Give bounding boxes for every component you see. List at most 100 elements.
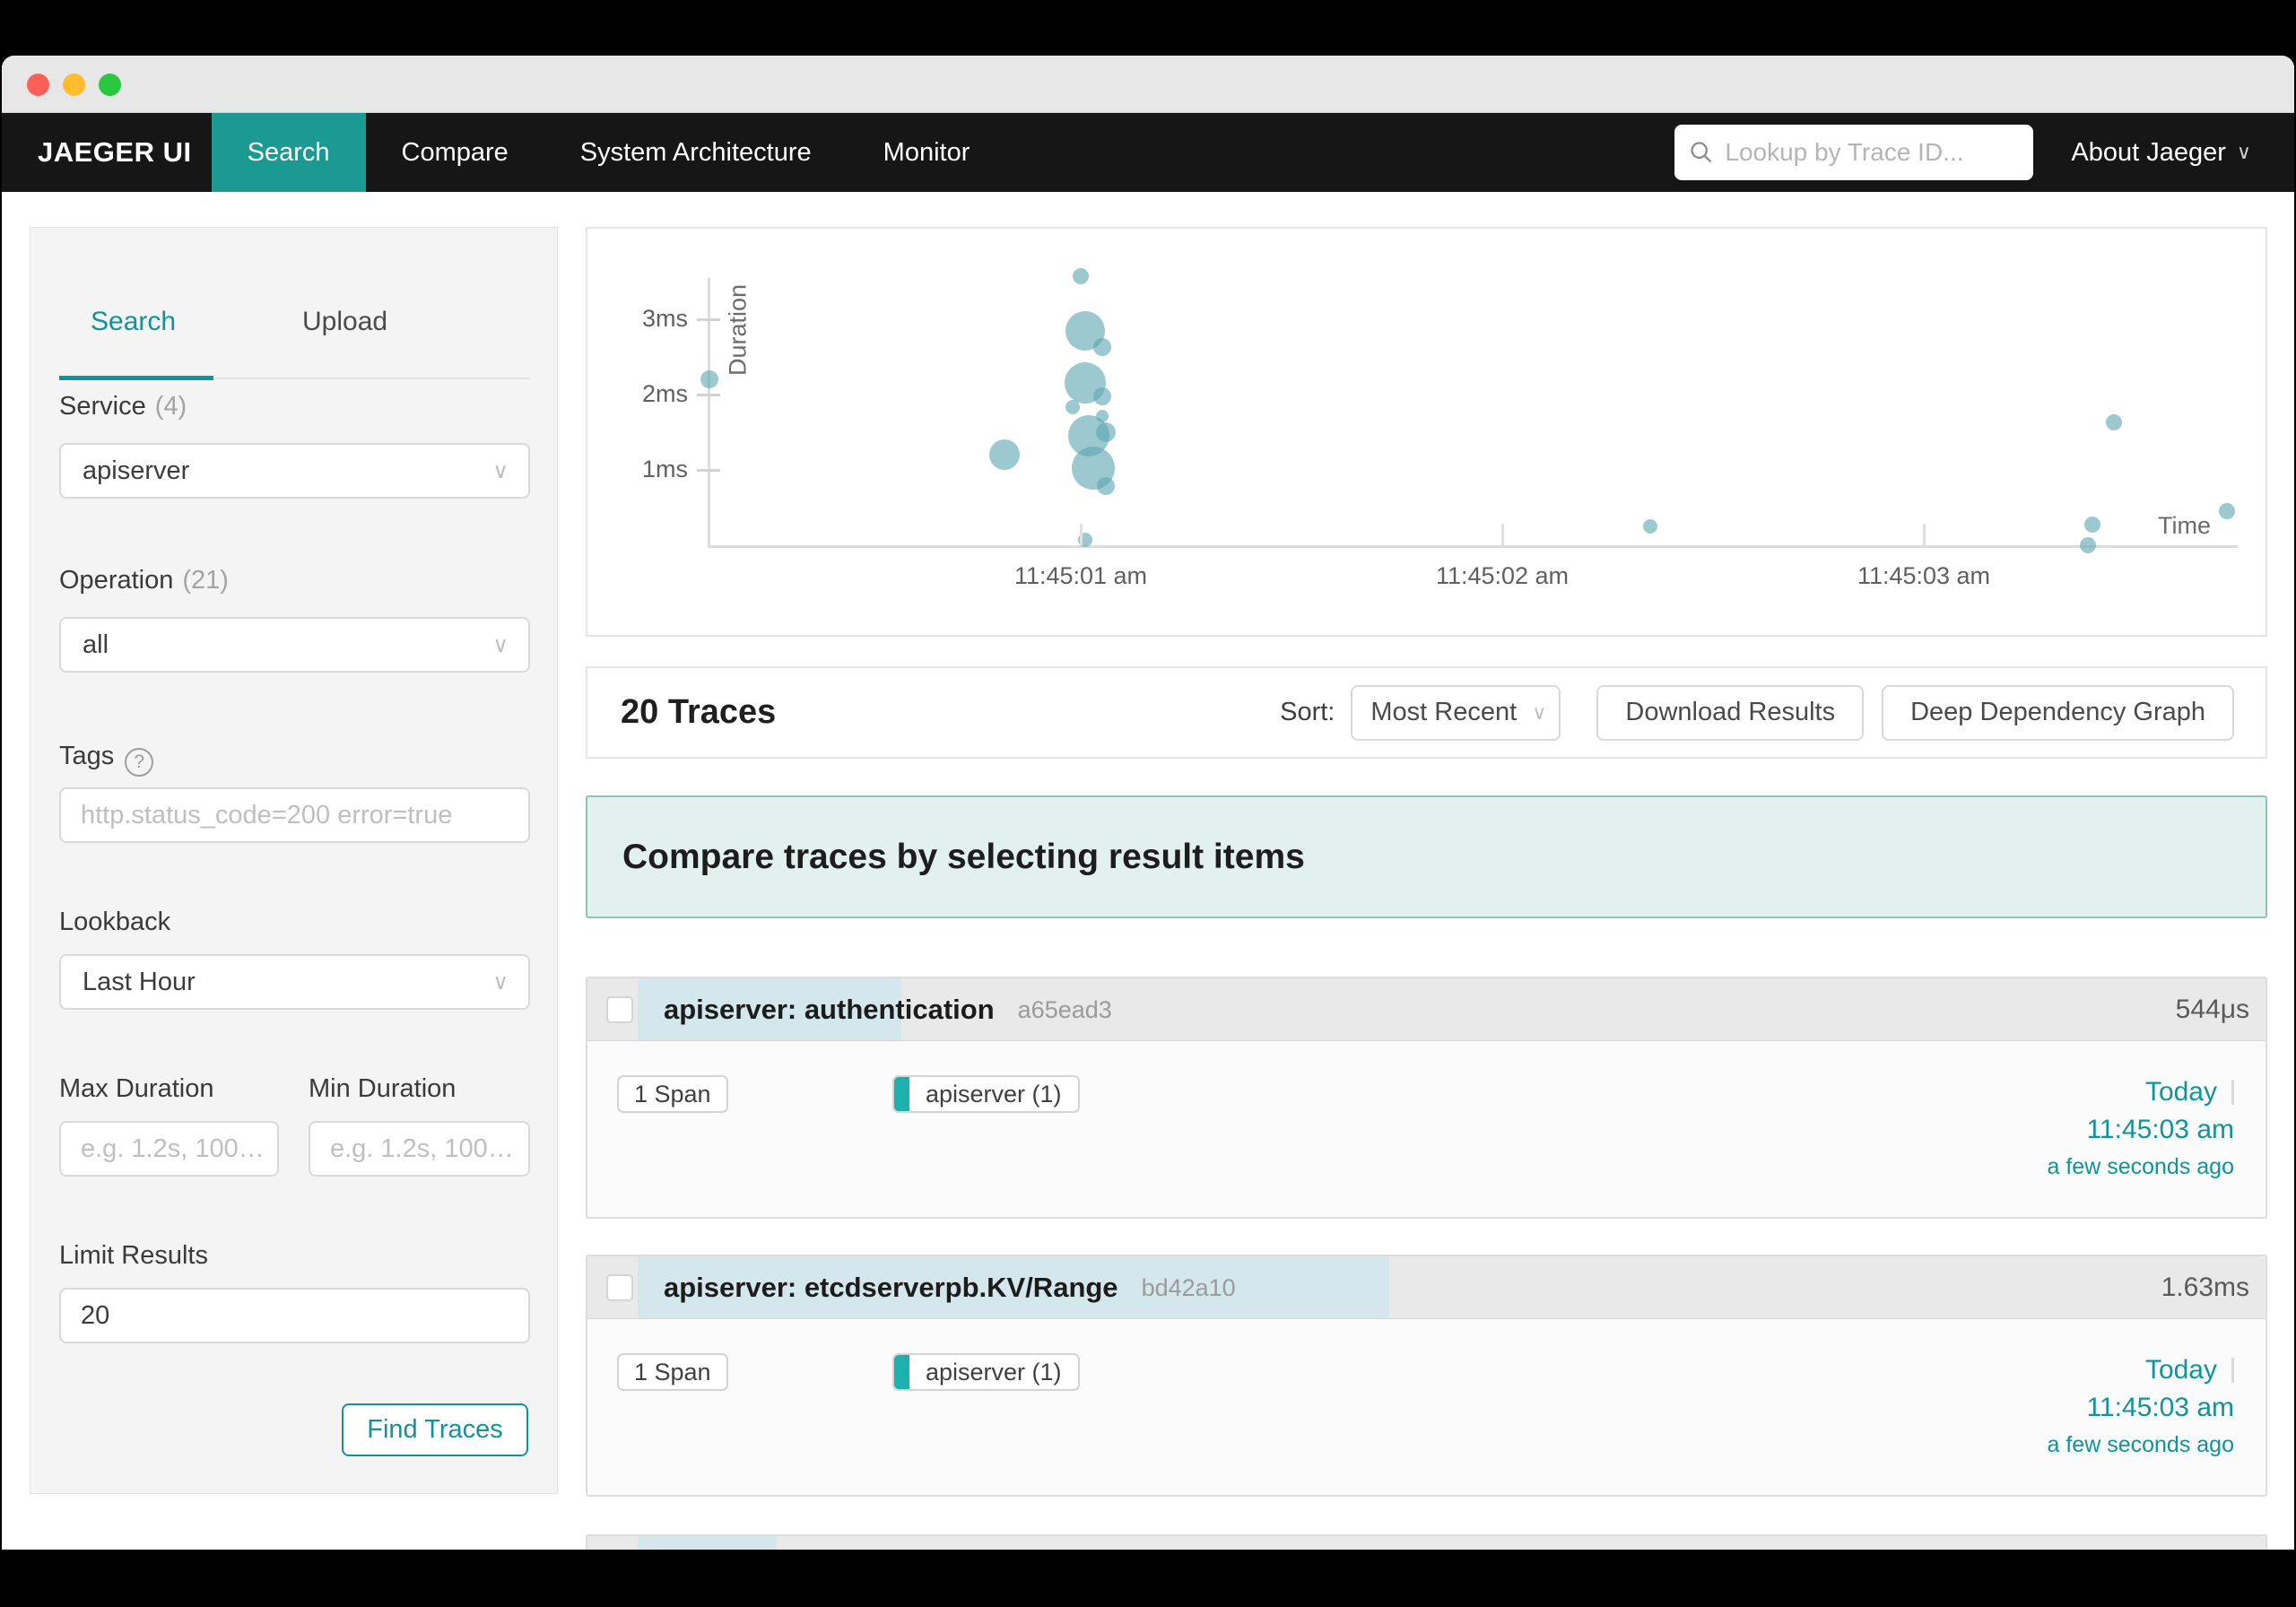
operation-value: all (83, 630, 109, 659)
app-logo: JAEGER UI (38, 136, 192, 168)
sort-label: Sort: (1280, 698, 1335, 726)
compare-banner-text: Compare traces by selecting result items (622, 837, 1305, 876)
trace-scatter-point[interactable] (2080, 537, 2097, 553)
trace-timestamp: Today 11:45:03 am a few seconds ago (2048, 1351, 2234, 1463)
trace-time: 11:45:03 am (2086, 1115, 2234, 1144)
x-tick-mark (1080, 524, 1083, 545)
min-duration-box (309, 1121, 530, 1177)
tags-label: Tags? (59, 742, 154, 777)
tab-upload[interactable]: Upload (302, 307, 388, 336)
trace-result-card[interactable]: apiserver: etcdserverpb.KV/Range bd42a10… (586, 1255, 2267, 1497)
trace-title[interactable]: apiserver: etcdserverpb.KV/Range (664, 1272, 1118, 1303)
results-actions: Sort: Most Recent ∨ Download Results Dee… (1280, 684, 2234, 741)
trace-day: Today (2144, 1355, 2217, 1385)
service-value: apiserver (83, 456, 190, 485)
y-tick-mark (697, 469, 720, 472)
close-window-button[interactable] (27, 74, 49, 96)
service-color-chip (894, 1355, 909, 1389)
limit-results-box (59, 1288, 530, 1343)
trace-duration: 1.63ms (2161, 1273, 2249, 1302)
nav-item-monitor[interactable]: Monitor (883, 138, 970, 167)
zoom-window-button[interactable] (99, 74, 121, 96)
trace-time: 11:45:03 am (2086, 1393, 2234, 1422)
x-axis (708, 545, 2238, 548)
trace-scatter-point[interactable] (1642, 519, 1657, 534)
macos-titlebar (2, 56, 2294, 113)
x-tick-label: 11:45:03 am (1857, 562, 1991, 589)
duration-bar (638, 978, 901, 1040)
nav-item-compare[interactable]: Compare (401, 138, 509, 167)
tags-input-box (59, 787, 530, 843)
separator (2231, 1358, 2234, 1383)
tab-divider (59, 378, 530, 379)
duration-bar (638, 1256, 1390, 1318)
y-tick-label: 3ms (641, 305, 688, 332)
trace-checkbox[interactable] (606, 996, 633, 1023)
download-results-button[interactable]: Download Results (1596, 684, 1865, 741)
service-select[interactable]: apiserver ∨ (59, 443, 530, 499)
service-tag-badge: apiserver (1) (892, 1075, 1080, 1113)
trace-scatter-point[interactable] (989, 439, 1021, 471)
tags-input[interactable] (61, 789, 528, 841)
chevron-down-icon: ∨ (2236, 141, 2251, 163)
trace-timestamp: Today 11:45:03 am a few seconds ago (2048, 1073, 2234, 1185)
min-duration-input[interactable] (310, 1123, 528, 1175)
y-tick-label: 2ms (641, 380, 688, 407)
lookback-select[interactable]: Last Hour ∨ (59, 954, 530, 1010)
lookback-label: Lookback (59, 908, 171, 936)
operation-select[interactable]: all ∨ (59, 617, 530, 673)
trace-card-header[interactable]: apiserver: etcdserverpb.KV/Range bd42a10… (587, 1256, 2266, 1319)
trace-title[interactable]: apiserver: authentication (664, 994, 995, 1025)
compare-banner: Compare traces by selecting result items (586, 795, 2267, 918)
chevron-down-icon: ∨ (1532, 700, 1547, 724)
service-tag-badge: apiserver (1) (892, 1353, 1080, 1391)
sort-value: Most Recent (1370, 698, 1518, 726)
trace-scatter-point[interactable] (1065, 400, 1080, 415)
y-tick-mark (697, 394, 720, 396)
x-tick-mark (1501, 524, 1504, 545)
nav-item-system-architecture[interactable]: System Architecture (579, 138, 812, 167)
help-icon[interactable]: ? (125, 748, 154, 777)
max-duration-label: Max Duration (59, 1074, 214, 1103)
trace-scatter-point[interactable] (1073, 268, 1089, 285)
tab-search[interactable]: Search (91, 307, 177, 336)
trace-scatter-point[interactable] (1097, 476, 1116, 495)
nav-item-search[interactable]: Search (211, 113, 366, 192)
min-duration-label: Min Duration (309, 1074, 457, 1103)
trace-id-search-input[interactable] (1725, 138, 2013, 167)
trace-scatter-point[interactable] (2219, 503, 2236, 520)
max-duration-box (59, 1121, 279, 1177)
trace-id-search-box (1674, 125, 2034, 180)
trace-result-card[interactable]: apiserver: authentication a65ead3 544μs … (586, 977, 2267, 1219)
service-color-chip (894, 1077, 909, 1111)
trace-scatter-point[interactable] (2105, 414, 2122, 431)
span-count-badge: 1 Span (617, 1075, 728, 1113)
x-axis-title: Time (2158, 512, 2211, 539)
trace-checkbox[interactable] (606, 1274, 633, 1301)
find-traces-button[interactable]: Find Traces (342, 1403, 528, 1456)
trace-scatter-point[interactable] (1092, 338, 1111, 357)
x-tick-label: 11:45:02 am (1435, 562, 1570, 589)
about-jaeger-menu[interactable]: About Jaeger ∨ (2071, 138, 2251, 168)
limit-results-label: Limit Results (59, 1241, 208, 1270)
results-count-title: 20 Traces (621, 693, 777, 731)
active-tab-indicator (59, 376, 213, 380)
trace-scatter-point[interactable] (700, 370, 719, 389)
limit-results-input[interactable] (61, 1290, 528, 1342)
trace-scatter-point[interactable] (2084, 517, 2100, 534)
trace-scatter-point[interactable] (1092, 387, 1111, 405)
trace-day: Today (2144, 1077, 2217, 1107)
y-axis (708, 278, 710, 548)
deep-dependency-graph-button[interactable]: Deep Dependency Graph (1882, 684, 2234, 741)
sort-select[interactable]: Most Recent ∨ (1351, 684, 1561, 741)
y-tick-mark (697, 318, 720, 321)
x-tick-mark (1923, 524, 1926, 545)
trace-card-header[interactable]: apiserver: authentication a65ead3 544μs (587, 978, 2266, 1041)
max-duration-input[interactable] (61, 1123, 277, 1175)
letterbox-band (0, 1550, 2296, 1607)
about-jaeger-label: About Jaeger (2071, 137, 2226, 167)
minimize-window-button[interactable] (63, 74, 85, 96)
chevron-down-icon: ∨ (492, 632, 509, 657)
chevron-down-icon: ∨ (492, 458, 509, 483)
nav-links: Search Compare System Architecture Monit… (211, 113, 1006, 192)
